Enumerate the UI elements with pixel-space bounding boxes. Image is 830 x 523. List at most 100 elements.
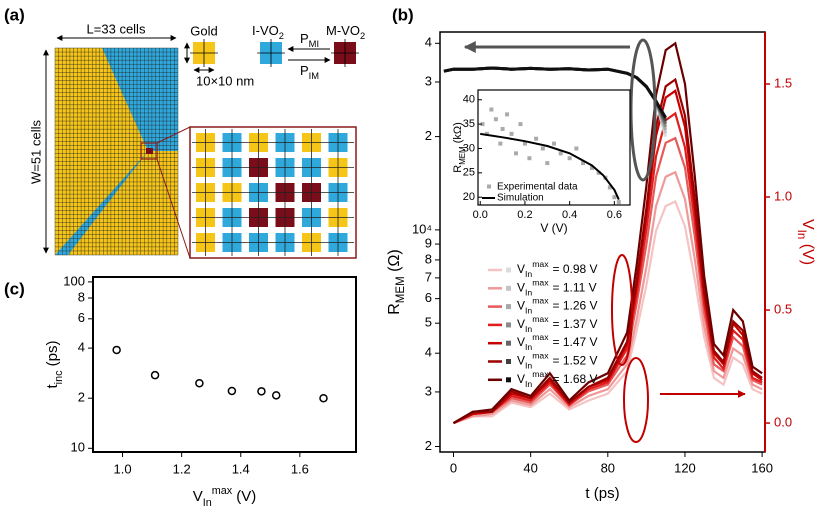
label-part: max <box>532 332 549 342</box>
y-tick-label: 6 <box>425 290 432 305</box>
label-part: R <box>452 165 464 173</box>
y2-axis-label: VIn (V) <box>795 219 816 265</box>
inset-point <box>590 165 594 170</box>
legend-marker <box>506 304 511 310</box>
inset-point <box>527 156 532 161</box>
legend-value: = 1.11 V <box>553 280 597 294</box>
inset-point <box>484 131 489 136</box>
point <box>319 393 328 403</box>
legend-marker <box>506 359 511 364</box>
x-axis-label: VInmax (V) <box>193 485 257 509</box>
label-part: (V) <box>232 488 256 505</box>
legend-label: Experimental data <box>497 182 578 193</box>
panel-label: (b) <box>392 5 414 24</box>
y-tick-label: 100 <box>63 273 85 288</box>
point <box>257 387 266 396</box>
y-tick-label: 5 <box>425 315 432 330</box>
legend-label: VInmax = 1.52 V <box>517 351 598 371</box>
y-tick-label: 2 <box>425 128 432 143</box>
label-part: In <box>525 379 532 389</box>
y2-tick-label: 1.0 <box>774 188 792 203</box>
label-part: (Ω) <box>386 249 403 276</box>
legend-label: VInmax = 1.26 V <box>517 296 598 316</box>
inset-point <box>514 151 518 156</box>
legend-label: VInmax = 1.68 V <box>517 369 598 389</box>
label-part: V <box>517 262 525 276</box>
x-tick-label: 0.0 <box>473 209 488 221</box>
diagram: L=33 cells W=51 cells 10×10 nm Gold I-VO… <box>28 21 365 259</box>
point <box>195 378 204 388</box>
inset-point <box>607 185 612 190</box>
label-part: V <box>799 219 816 230</box>
legend-label: VInmax = 0.98 V <box>517 259 598 279</box>
legend-label: Simulation <box>497 193 544 204</box>
voltage-line <box>453 170 763 425</box>
label-part: R <box>386 303 403 315</box>
inset-point <box>616 200 621 205</box>
point <box>271 391 281 400</box>
y-tick-label: 9 <box>425 235 432 250</box>
legend-marker <box>506 285 511 291</box>
label-part: max <box>532 296 549 306</box>
legend-value: = 1.26 V <box>553 299 598 313</box>
y-tick-label: 7 <box>425 269 432 284</box>
width-label: W=51 cells <box>28 120 43 184</box>
inset-point <box>493 117 498 122</box>
label-part: In <box>525 288 532 298</box>
inset-point <box>498 141 503 146</box>
y-axis-label: RMEM (kΩ) <box>452 122 467 173</box>
inset-point <box>509 131 514 136</box>
point <box>112 345 121 355</box>
label-part: In <box>203 497 212 509</box>
label-part: MEM <box>395 276 407 303</box>
inset-point <box>545 161 550 166</box>
label-part: V <box>517 280 525 294</box>
x-tick-label: 0.4 <box>562 209 577 221</box>
inset-point <box>612 195 617 200</box>
legend-label: VInmax = 1.47 V <box>517 332 598 352</box>
label-part: In <box>525 342 532 352</box>
x-tick-label: 0 <box>450 460 457 475</box>
gold-region <box>68 151 178 255</box>
inset-point <box>581 161 586 166</box>
legend-marker <box>506 267 511 273</box>
zoom-line <box>156 126 191 144</box>
point <box>150 370 160 380</box>
cell-grid <box>54 47 179 256</box>
x-tick-label: 40 <box>523 460 537 475</box>
plot-frame <box>92 276 357 453</box>
y-tick-label: 2 <box>78 390 85 405</box>
inset-point <box>558 151 563 156</box>
y-tick-label: 3 <box>425 73 432 88</box>
y-tick-label: 10 <box>71 440 85 455</box>
inset-point <box>489 107 494 112</box>
x-tick-label: 1.4 <box>232 461 250 476</box>
label-part: (ps) <box>44 341 61 371</box>
mvo2-label: M-VO2 <box>326 23 365 41</box>
panel-label: (c) <box>4 279 25 298</box>
x-tick-label: 80 <box>601 460 615 475</box>
zoom-line <box>156 158 191 259</box>
inset-point <box>534 136 539 141</box>
inset-point <box>596 170 601 175</box>
x-tick-label: 0.2 <box>517 209 532 221</box>
panel-label: (a) <box>4 5 25 24</box>
label-part: P <box>300 63 309 78</box>
label-part: In <box>525 361 532 371</box>
label-part: (V) <box>799 239 816 265</box>
label-part: max <box>532 351 549 361</box>
inset-point <box>505 112 510 117</box>
label-part: max <box>532 278 549 288</box>
label-part: max <box>212 485 233 497</box>
y-tick-label: 30 <box>463 142 475 154</box>
y-tick-label: 6 <box>78 310 85 325</box>
label-part: 2 <box>279 31 284 41</box>
y-tick-label: 40 <box>463 94 475 106</box>
x-tick-label: 1.2 <box>173 461 191 476</box>
legend-marker <box>506 340 511 346</box>
inset-point <box>522 141 527 146</box>
annotation-ellipse <box>629 38 657 182</box>
voltage-line <box>453 111 763 425</box>
label-part: V <box>517 299 525 313</box>
